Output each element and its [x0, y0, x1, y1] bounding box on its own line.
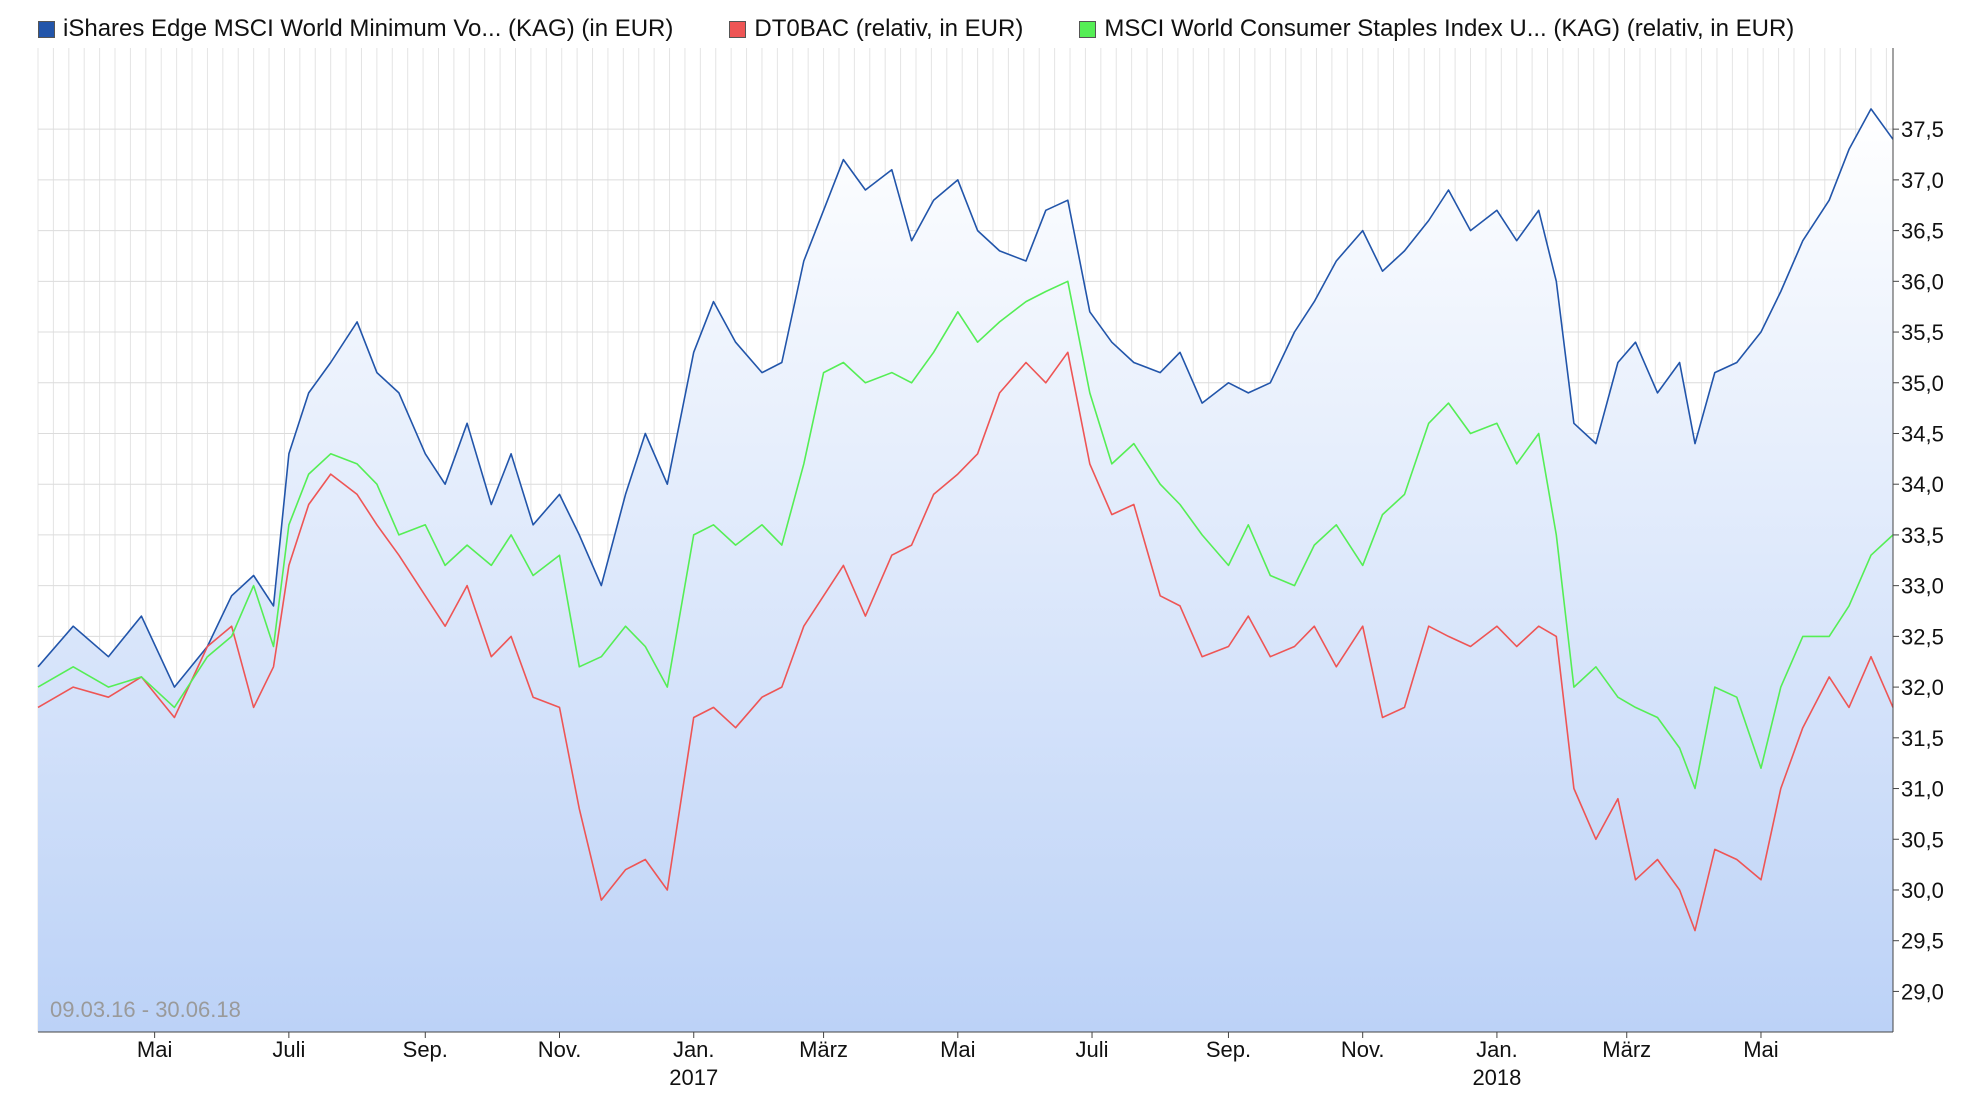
legend-item-ishares[interactable]: iShares Edge MSCI World Minimum Vo... (K… [38, 15, 673, 43]
y-tick-label: 34,5 [1901, 421, 1944, 446]
area-layer [38, 108, 1893, 1032]
series-line-1 [37, 351, 1894, 932]
chart-legend: iShares Edge MSCI World Minimum Vo... (K… [38, 14, 1850, 44]
x-year-label: 2018 [1472, 1065, 1521, 1090]
y-tick-label: 31,0 [1901, 777, 1944, 802]
series-layer [37, 108, 1894, 932]
y-tick-label: 33,0 [1901, 574, 1944, 599]
x-tick-label: Jan. [673, 1037, 715, 1062]
legend-item-dt0bac[interactable]: DT0BAC (relativ, in EUR) [729, 15, 1023, 43]
y-tick-label: 32,5 [1901, 624, 1944, 649]
legend-swatch-dt0bac [729, 20, 747, 38]
y-tick-label: 32,0 [1901, 675, 1944, 700]
x-tick-label: März [799, 1037, 848, 1062]
legend-label-ishares: iShares Edge MSCI World Minimum Vo... (K… [63, 15, 674, 42]
y-tick-label: 29,0 [1901, 979, 1944, 1004]
y-tick-label: 36,0 [1901, 269, 1944, 294]
y-tick-label: 29,5 [1901, 929, 1944, 954]
x-tick-label: Mai [940, 1037, 975, 1062]
x-tick-label: Mai [1743, 1037, 1778, 1062]
x-year-label: 2017 [669, 1065, 718, 1090]
x-tick-label: Juli [272, 1037, 305, 1062]
y-tick-label: 31,5 [1901, 726, 1944, 751]
x-tick-label: Mai [137, 1037, 172, 1062]
legend-label-msci-consumer-staples: MSCI World Consumer Staples Index U... (… [1104, 15, 1795, 42]
plot-frame [38, 48, 1894, 1033]
legend-item-msci-consumer-staples[interactable]: MSCI World Consumer Staples Index U... (… [1079, 15, 1794, 43]
x-axis: Mai Juli Sep. Nov. Jan. 2017 März Mai Juli Sep. No… [137, 1032, 1779, 1090]
series-area-0 [38, 108, 1893, 1032]
x-tick-label: Sep. [403, 1037, 448, 1062]
y-tick-label: 37,0 [1901, 168, 1944, 193]
x-tick-label: Nov. [1341, 1037, 1385, 1062]
legend-swatch-ishares [38, 20, 55, 38]
x-tick-label: März [1602, 1037, 1651, 1062]
y-tick-label: 33,5 [1901, 523, 1944, 548]
series-line-2 [37, 280, 1894, 790]
y-tick-label: 34,0 [1901, 472, 1944, 497]
y-tick-label: 30,5 [1901, 827, 1944, 852]
x-tick-label: Juli [1076, 1037, 1109, 1062]
y-tick-label: 37,5 [1901, 117, 1944, 142]
legend-swatch-msci-consumer-staples [1079, 20, 1097, 38]
x-tick-label: Sep. [1206, 1037, 1251, 1062]
date-range-label: 09.03.16 - 30.06.18 [50, 997, 241, 1022]
y-tick-label: 36,5 [1901, 219, 1944, 244]
x-tick-label: Nov. [538, 1037, 582, 1062]
y-axis: 29,0 29,5 30,0 30,5 31,0 31,5 32,0 32,5 33,0 33,5… [1893, 117, 1944, 1004]
series-line-0 [37, 108, 1894, 688]
y-tick-label: 30,0 [1901, 878, 1944, 903]
legend-label-dt0bac: DT0BAC (relativ, in EUR) [754, 15, 1024, 42]
y-tick-label: 35,0 [1901, 371, 1944, 396]
x-tick-label: Jan. [1476, 1037, 1518, 1062]
y-tick-label: 35,5 [1901, 320, 1944, 345]
